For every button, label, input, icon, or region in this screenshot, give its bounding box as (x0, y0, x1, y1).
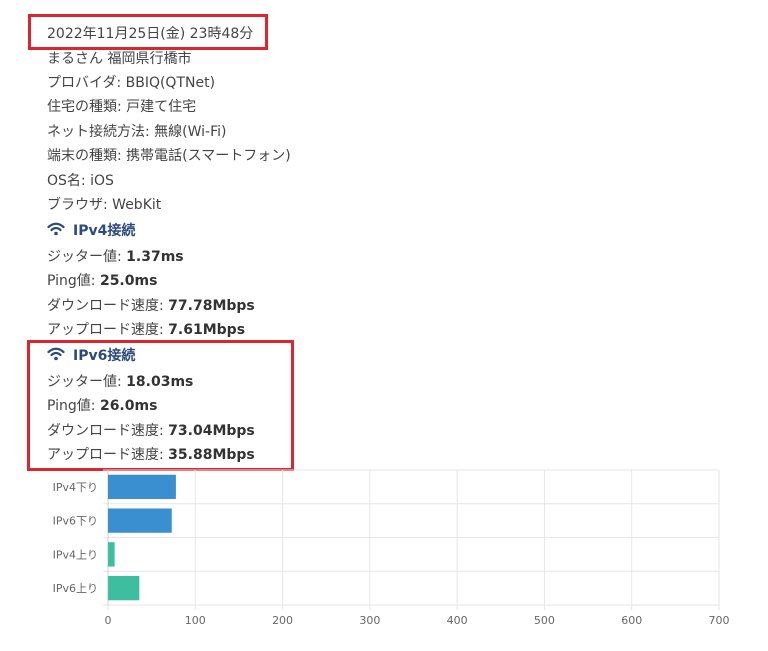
browser-line: ブラウザ: WebKit (47, 197, 162, 213)
wifi-icon (47, 347, 65, 361)
ipv4-download: ダウンロード速度: 77.78Mbps (47, 298, 255, 314)
x-tick-label: 500 (534, 614, 555, 627)
bar (108, 542, 115, 567)
datetime-highlight-box (28, 14, 268, 50)
provider-line: プロバイダ: BBIQ(QTNet) (47, 75, 216, 91)
x-tick-label: 600 (621, 614, 642, 627)
device-line: 端末の種類: 携帯電話(スマートフォン) (47, 148, 291, 164)
ipv4-jitter: ジッター値: 1.37ms (47, 249, 184, 265)
bar (108, 508, 172, 533)
ipv6-ping: Ping値: 26.0ms (47, 398, 158, 414)
housing-line: 住宅の種類: 戸建て住宅 (47, 99, 197, 115)
x-tick-label: 200 (272, 614, 293, 627)
bar (108, 474, 176, 500)
x-tick-label: 700 (709, 614, 730, 627)
ipv6-download: ダウンロード速度: 73.04Mbps (47, 423, 255, 439)
ipv6-title-text: IPv6接続 (73, 348, 136, 364)
wifi-icon (47, 222, 65, 236)
user-location: まるさん 福岡県行橋市 (47, 51, 192, 67)
ipv4-section-title: IPv4接続 (47, 221, 135, 241)
ipv4-ping: Ping値: 25.0ms (47, 273, 158, 289)
ipv6-section-title: IPv6接続 (47, 346, 135, 366)
x-tick-label: 400 (447, 614, 468, 627)
x-tick-label: 300 (359, 614, 380, 627)
ipv6-jitter: ジッター値: 18.03ms (47, 374, 194, 390)
connection-line: ネット接続方法: 無線(Wi-Fi) (47, 124, 227, 140)
os-line: OS名: iOS (47, 173, 114, 189)
category-label: IPv4上り (53, 548, 98, 561)
category-label: IPv6下り (53, 515, 98, 528)
test-datetime: 2022年11月25日(金) 23時48分 (47, 26, 254, 42)
ipv6-upload: アップロード速度: 35.88Mbps (47, 447, 255, 463)
category-label: IPv6上り (53, 582, 98, 595)
category-label: IPv4下り (53, 481, 98, 494)
x-tick-label: 100 (185, 614, 206, 627)
ipv4-upload: アップロード速度: 7.61Mbps (47, 322, 246, 338)
x-tick-label: 0 (105, 614, 112, 627)
bar (108, 575, 140, 601)
ipv4-title-text: IPv4接続 (73, 223, 136, 239)
